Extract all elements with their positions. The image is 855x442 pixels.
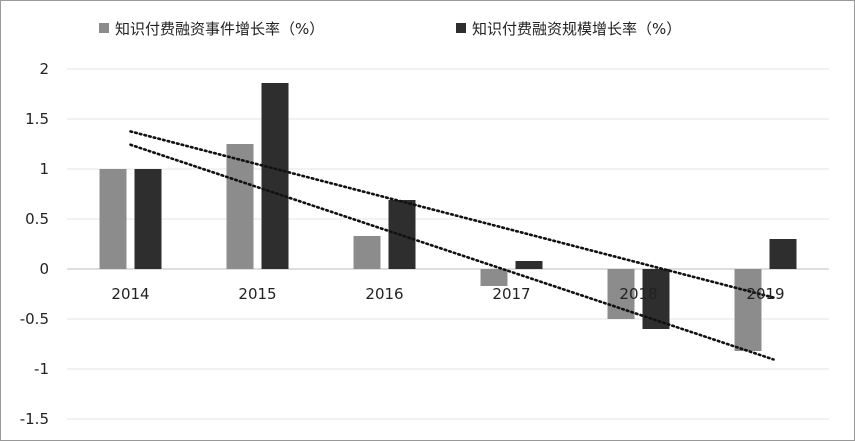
x-tick-label-2014: 2014 [111,285,149,303]
bar-scale-2017 [515,261,543,269]
y-tick-label: 1.5 [25,110,49,128]
bar-scale-2014 [134,169,162,269]
y-tick-label: 2 [39,60,49,78]
trendline-scale [129,130,775,299]
bar-events-2016 [353,236,381,269]
x-tick-label-2015: 2015 [238,285,276,303]
y-tick-label: -1 [34,360,49,378]
trendline-events [129,143,775,361]
y-tick-label: 0.5 [25,210,49,228]
bar-events-2018 [607,269,635,319]
bar-events-2015 [226,144,254,269]
y-tick-label: 1 [39,160,49,178]
bar-scale-2019 [769,239,797,269]
legend-swatch-scale [456,23,466,33]
bar-events-2014 [99,169,127,269]
bar-scale-2015 [261,83,289,269]
bar-events-2019 [734,269,762,351]
y-tick-label: -0.5 [20,310,49,328]
bar-events-2017 [480,269,508,286]
x-tick-label-2017: 2017 [492,285,530,303]
legend-label-scale: 知识付费融资规模增长率（%） [472,20,681,38]
x-tick-label-2016: 2016 [365,285,403,303]
legend-swatch-events [99,23,109,33]
x-tick-label-2019: 2019 [746,285,784,303]
y-tick-label: -1.5 [20,410,49,428]
bar-scale-2016 [388,200,416,269]
x-tick-label-2018: 2018 [619,285,657,303]
legend-label-events: 知识付费融资事件增长率（%） [115,20,324,38]
y-tick-label: 0 [39,260,49,278]
